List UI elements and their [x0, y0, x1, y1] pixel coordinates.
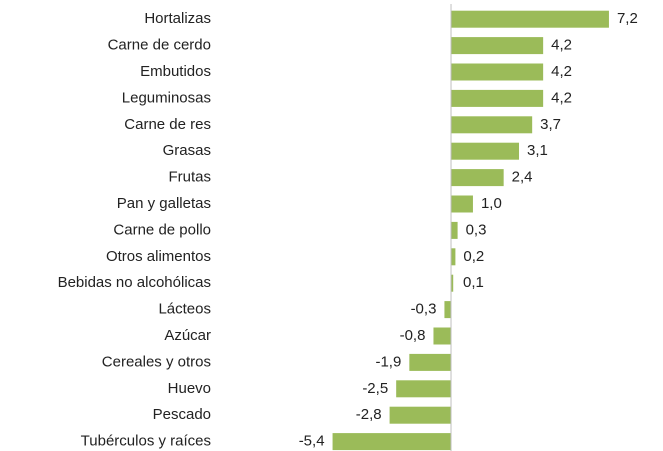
category-label: Cereales y otros	[102, 353, 211, 370]
value-label: 0,1	[463, 274, 484, 291]
bar	[409, 353, 452, 371]
category-label: Pescado	[153, 406, 211, 423]
category-label: Leguminosas	[122, 89, 211, 106]
bar	[451, 169, 504, 187]
category-label: Embutidos	[140, 63, 211, 80]
value-label: -2,5	[362, 380, 388, 397]
bar	[451, 37, 544, 55]
category-label: Huevo	[168, 380, 211, 397]
bar	[451, 195, 473, 213]
value-label: 0,2	[463, 248, 484, 265]
category-label: Grasas	[163, 142, 211, 159]
category-label: Frutas	[168, 169, 211, 186]
value-label: -2,8	[356, 406, 382, 423]
category-label: Hortalizas	[144, 10, 211, 27]
value-label: -5,4	[299, 433, 325, 450]
bar	[389, 406, 452, 424]
bar	[451, 10, 609, 28]
value-label: 7,2	[617, 10, 638, 27]
category-label: Azúcar	[164, 327, 211, 344]
category-label: Pan y galletas	[117, 195, 211, 212]
bar	[451, 89, 544, 107]
value-label: 4,2	[551, 37, 572, 54]
value-label: 4,2	[551, 63, 572, 80]
value-label: 2,4	[512, 169, 533, 186]
category-label: Tubérculos y raíces	[81, 433, 211, 450]
bar	[433, 327, 452, 345]
value-label: 4,2	[551, 89, 572, 106]
value-label: 3,1	[527, 142, 548, 159]
bar	[451, 248, 456, 266]
bar	[451, 274, 454, 292]
bar	[444, 301, 452, 319]
value-label: 3,7	[540, 116, 561, 133]
value-label: 1,0	[481, 195, 502, 212]
bar	[451, 221, 458, 239]
bar	[396, 380, 452, 398]
bar	[332, 433, 452, 451]
bar	[451, 116, 533, 134]
value-label: -0,8	[400, 327, 426, 344]
value-label: 0,3	[466, 221, 487, 238]
category-label: Bebidas no alcohólicas	[58, 274, 211, 291]
category-label: Carne de cerdo	[108, 37, 211, 54]
value-label: -0,3	[411, 301, 437, 318]
category-label: Carne de res	[124, 116, 211, 133]
bar	[451, 142, 520, 160]
value-label: -1,9	[375, 353, 401, 370]
category-label: Carne de pollo	[113, 221, 211, 238]
category-label: Lácteos	[158, 301, 211, 318]
category-label: Otros alimentos	[106, 248, 211, 265]
bar	[451, 63, 544, 81]
